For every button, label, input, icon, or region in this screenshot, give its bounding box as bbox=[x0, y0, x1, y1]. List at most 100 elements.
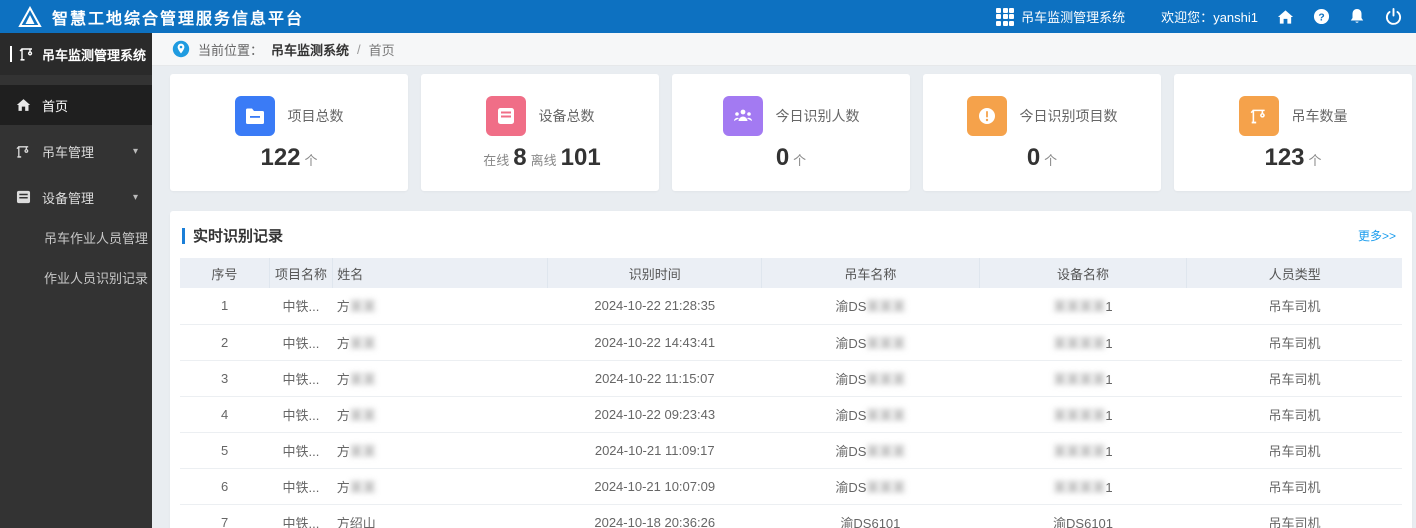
stat-card-label: 今日识别人数 bbox=[775, 108, 860, 124]
cell-device: 某某某某1 bbox=[979, 432, 1187, 469]
sidebar-item-device-management[interactable]: 设备管理 ▾ bbox=[0, 177, 152, 217]
people-icon bbox=[722, 96, 763, 136]
cell-index: 6 bbox=[180, 468, 270, 505]
breadcrumb-separator: / bbox=[357, 41, 361, 57]
apps-grid-icon bbox=[996, 7, 1015, 26]
cell-project: 中铁... bbox=[269, 360, 333, 397]
breadcrumb: 当前位置： 吊车监测系统 / 首页 bbox=[152, 33, 1416, 66]
home-icon bbox=[16, 99, 31, 111]
breadcrumb-current-link[interactable]: 首页 bbox=[368, 42, 395, 58]
stat-card-value: 122 个 bbox=[260, 144, 318, 171]
sidebar-item-worker-recognition-records[interactable]: 作业人员识别记录 bbox=[0, 257, 152, 297]
column-header: 识别时间 bbox=[547, 258, 762, 288]
folder-icon bbox=[234, 96, 275, 136]
crane-icon bbox=[19, 48, 33, 61]
info-icon bbox=[966, 96, 1007, 136]
platform-title: 智慧工地综合管理服务信息平台 bbox=[52, 10, 305, 28]
stats-cards-row: 项目总数 122 个 设备总数 在线 8 离线 101 bbox=[170, 74, 1412, 191]
device-icon bbox=[16, 190, 31, 204]
crane-icon bbox=[1238, 96, 1279, 136]
table-row: 7 中铁... 方绍山 2024-10-18 20:36:26 渝DS6101 渝DS61… bbox=[180, 504, 1402, 528]
table-row: 4 中铁... 方某某 2024-10-22 09:23:43 渝DS某某某 某某某某1 吊… bbox=[180, 396, 1402, 433]
column-header: 设备名称 bbox=[978, 258, 1187, 288]
panel-title: 实时识别记录 bbox=[182, 225, 283, 246]
table-body: 1 中铁... 方某某 2024-10-22 21:28:35 渝DS某某某 某某某某1 吊… bbox=[180, 288, 1402, 528]
cell-person-type: 吊车司机 bbox=[1186, 396, 1402, 433]
logout-power-icon[interactable] bbox=[1384, 8, 1402, 26]
column-header: 项目名称 bbox=[268, 258, 333, 288]
cell-person-type: 吊车司机 bbox=[1186, 504, 1402, 528]
column-header: 吊车名称 bbox=[761, 258, 980, 288]
cell-person-type: 吊车司机 bbox=[1186, 360, 1402, 397]
cell-time: 2024-10-22 14:43:41 bbox=[547, 324, 762, 361]
cell-person-type: 吊车司机 bbox=[1186, 324, 1402, 361]
breadcrumb-section-link[interactable]: 吊车监测系统 bbox=[271, 42, 350, 58]
stat-card-device-total: 设备总数 在线 8 离线 101 bbox=[421, 74, 659, 191]
sidebar-header-label: 吊车监测管理系统 bbox=[42, 47, 147, 63]
cell-project: 中铁... bbox=[269, 288, 333, 325]
cell-crane: 渝DS某某某 bbox=[761, 468, 980, 505]
cell-time: 2024-10-21 10:07:09 bbox=[547, 468, 762, 505]
table-row: 5 中铁... 方某某 2024-10-21 11:09:17 渝DS某某某 某某某某1 吊… bbox=[180, 432, 1402, 469]
stat-card-label: 今日识别项目数 bbox=[1019, 108, 1118, 124]
location-pin-icon bbox=[172, 40, 190, 58]
cell-crane: 渝DS某某某 bbox=[761, 324, 980, 361]
cell-name: 方某某 bbox=[332, 288, 548, 325]
cell-device: 某某某某1 bbox=[979, 396, 1187, 433]
crane-icon bbox=[16, 145, 29, 158]
svg-text:?: ? bbox=[1318, 12, 1324, 23]
home-icon[interactable] bbox=[1276, 8, 1294, 26]
realtime-records-panel: 实时识别记录 更多>> 序号 项目名称 姓名 识别时间 吊车名称 设备名称 人员类型 1 中铁… bbox=[170, 211, 1412, 528]
more-link[interactable]: 更多>> bbox=[1357, 229, 1396, 243]
table-header-row: 序号 项目名称 姓名 识别时间 吊车名称 设备名称 人员类型 bbox=[180, 258, 1402, 288]
system-switcher[interactable]: 吊车监测管理系统 bbox=[996, 7, 1125, 26]
cell-device: 某某某某1 bbox=[979, 360, 1187, 397]
cell-time: 2024-10-22 11:15:07 bbox=[547, 360, 762, 397]
cell-name: 方某某 bbox=[332, 468, 548, 505]
cell-name: 方某某 bbox=[332, 324, 548, 361]
cell-crane: 渝DS某某某 bbox=[761, 432, 980, 469]
column-header: 序号 bbox=[180, 258, 270, 288]
sidebar-item-label: 吊车管理 bbox=[42, 144, 95, 160]
cell-person-type: 吊车司机 bbox=[1186, 468, 1402, 505]
cell-project: 中铁... bbox=[269, 432, 333, 469]
cell-crane: 渝DS某某某 bbox=[761, 396, 980, 433]
table-row: 3 中铁... 方某某 2024-10-22 11:15:07 渝DS某某某 某某某某1 吊… bbox=[180, 360, 1402, 397]
stat-card-label: 项目总数 bbox=[287, 108, 344, 124]
stat-card-crane-count: 吊车数量 123 个 bbox=[1174, 74, 1412, 191]
cell-person-type: 吊车司机 bbox=[1186, 432, 1402, 469]
cell-project: 中铁... bbox=[269, 396, 333, 433]
cell-name: 方某某 bbox=[332, 360, 548, 397]
top-bar: 智慧工地综合管理服务信息平台 吊车监测管理系统 欢迎您：yanshi1 ? bbox=[0, 0, 1416, 33]
cell-crane: 渝DS6101 bbox=[761, 504, 980, 528]
cell-device: 渝DS6101 bbox=[979, 504, 1187, 528]
cell-index: 3 bbox=[180, 360, 270, 397]
sidebar-header-bar bbox=[10, 46, 12, 62]
stat-card-label: 吊车数量 bbox=[1291, 108, 1348, 124]
cell-device: 某某某某1 bbox=[979, 468, 1187, 505]
breadcrumb-prefix: 当前位置： bbox=[198, 42, 264, 58]
cell-index: 2 bbox=[180, 324, 270, 361]
cell-index: 7 bbox=[180, 504, 270, 528]
cell-index: 5 bbox=[180, 432, 270, 469]
welcome-text: 欢迎您：yanshi1 bbox=[1161, 10, 1258, 25]
table-row: 6 中铁... 方某某 2024-10-21 10:07:09 渝DS某某某 某某某某1 吊… bbox=[180, 468, 1402, 505]
sidebar-item-label: 首页 bbox=[42, 98, 69, 114]
help-icon[interactable]: ? bbox=[1312, 8, 1330, 26]
table-row: 1 中铁... 方某某 2024-10-22 21:28:35 渝DS某某某 某某某某1 吊… bbox=[180, 288, 1402, 325]
cell-name: 方绍山 bbox=[332, 504, 548, 528]
sidebar-header: 吊车监测管理系统 bbox=[0, 33, 152, 75]
cell-index: 4 bbox=[180, 396, 270, 433]
sidebar-item-home[interactable]: 首页 bbox=[0, 85, 152, 125]
sidebar: 吊车监测管理系统 首页 吊车管理 ▾ 设备管理 ▾ 吊车作业人员管理 作业人员识… bbox=[0, 33, 152, 528]
server-icon bbox=[485, 96, 526, 136]
cell-index: 1 bbox=[180, 288, 270, 325]
cell-crane: 渝DS某某某 bbox=[761, 360, 980, 397]
stat-card-value: 123 个 bbox=[1264, 144, 1322, 171]
notifications-bell-icon[interactable] bbox=[1348, 8, 1366, 26]
sidebar-item-crane-worker-management[interactable]: 吊车作业人员管理 bbox=[0, 217, 152, 257]
system-switcher-label: 吊车监测管理系统 bbox=[1021, 10, 1126, 25]
sidebar-item-crane-management[interactable]: 吊车管理 ▾ bbox=[0, 131, 152, 171]
